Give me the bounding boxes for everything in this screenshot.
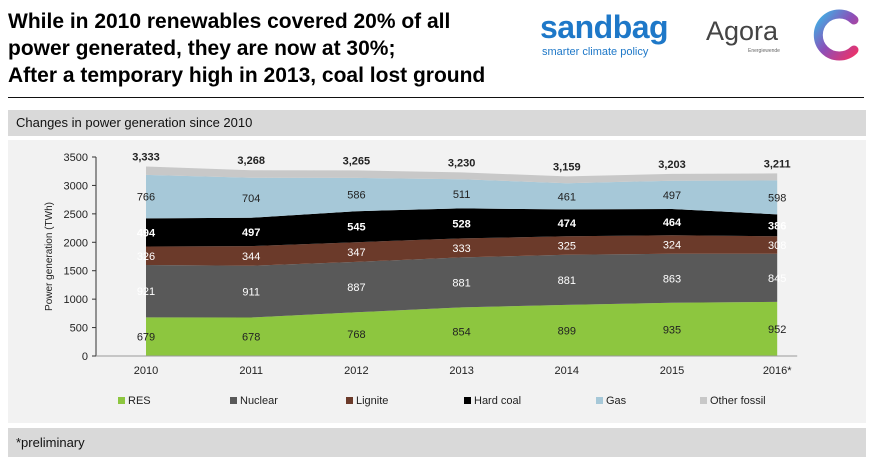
legend-swatch-lignite <box>346 397 353 404</box>
data-label-gas: 598 <box>768 192 786 204</box>
agora-logo: Agora Energiewende <box>706 8 866 62</box>
headline-line-1: While in 2010 renewables covered 20% of … <box>8 10 451 33</box>
data-label-nuclear: 887 <box>347 282 365 294</box>
data-label-nuclear: 863 <box>663 273 681 285</box>
sandbag-logo-word: sandbag <box>540 9 669 45</box>
data-label-nuclear: 881 <box>558 275 576 287</box>
agora-logo-word: Agora <box>706 16 779 46</box>
agora-ring-icon <box>813 9 859 61</box>
data-label-res: 678 <box>242 332 260 344</box>
data-label-gas: 704 <box>242 193 260 205</box>
y-tick-label: 3500 <box>64 152 88 164</box>
total-label: 3,203 <box>658 159 686 171</box>
legend-label-other-fossil: Other fossil <box>710 395 766 407</box>
legend-swatch-gas <box>596 397 603 404</box>
data-label-res: 952 <box>768 324 786 336</box>
area-hard-coal <box>146 208 778 247</box>
x-tick-label: 2015 <box>660 365 684 377</box>
data-label-nuclear: 911 <box>242 287 260 299</box>
y-tick-label: 3000 <box>64 180 88 192</box>
data-label-gas: 461 <box>558 191 576 203</box>
agora-logo-subtitle: Energiewende <box>748 48 780 54</box>
footnote: *preliminary <box>16 435 85 450</box>
legend-label-hard-coal: Hard coal <box>474 395 521 407</box>
data-label-lignite: 347 <box>347 247 365 259</box>
data-label-lignite: 344 <box>242 251 260 263</box>
data-label-res: 679 <box>137 332 155 344</box>
total-label: 3,265 <box>343 155 371 167</box>
data-label-gas: 586 <box>347 190 365 202</box>
y-tick-label: 1000 <box>64 294 88 306</box>
data-label-hard-coal: 386 <box>768 220 786 232</box>
x-tick-label: 2012 <box>344 365 368 377</box>
data-label-hard-coal: 464 <box>663 217 682 229</box>
data-label-res: 854 <box>452 327 470 339</box>
footnote-bar: *preliminary <box>8 428 866 457</box>
total-label: 3,268 <box>237 155 265 167</box>
data-label-lignite: 324 <box>663 240 681 252</box>
stacked-area-chart: 0 500 1000 1500 2000 2500 3000 3500 Power genera… <box>44 151 798 407</box>
data-label-hard-coal: 494 <box>137 227 156 239</box>
data-label-res: 899 <box>558 325 576 337</box>
sandbag-logo-tagline: smarter climate policy <box>542 46 649 58</box>
data-label-gas: 766 <box>137 192 155 204</box>
area-other-fossil <box>146 166 778 184</box>
chart-panel-title: Changes in power generation since 2010 <box>16 115 253 130</box>
headline: While in 2010 renewables covered 20% of … <box>8 8 528 89</box>
y-tick-label: 2500 <box>64 209 88 221</box>
chart-panel-header: Changes in power generation since 2010 <box>8 110 866 136</box>
area-nuclear <box>146 253 778 318</box>
total-label: 3,230 <box>448 157 476 169</box>
x-tick-label: 2013 <box>449 365 473 377</box>
x-tick-label: 2011 <box>239 365 263 377</box>
data-label-lignite: 308 <box>768 240 786 252</box>
y-tick-label: 500 <box>70 323 88 335</box>
total-label: 3,159 <box>553 161 581 173</box>
area-lignite <box>146 235 778 266</box>
legend-swatch-nuclear <box>230 397 237 404</box>
data-label-nuclear: 845 <box>768 273 786 285</box>
data-label-lignite: 325 <box>558 241 576 253</box>
data-label-res: 935 <box>663 324 681 336</box>
x-tick-label: 2016* <box>763 365 792 377</box>
y-axis-title: Power generation (TWh) <box>44 202 55 311</box>
y-tick-label: 0 <box>82 351 88 363</box>
legend-swatch-other-fossil <box>700 397 707 404</box>
header-divider <box>8 97 864 98</box>
data-label-hard-coal: 528 <box>452 218 470 230</box>
data-label-hard-coal: 497 <box>242 227 260 239</box>
data-label-gas: 511 <box>453 189 471 201</box>
legend-label-lignite: Lignite <box>356 395 388 407</box>
x-tick-label: 2014 <box>555 365 579 377</box>
y-tick-label: 2000 <box>64 237 88 249</box>
data-label-res: 768 <box>347 329 365 341</box>
area-gas <box>146 174 778 219</box>
headline-line-2: power generated, they are now at 30%; <box>8 37 396 60</box>
legend-label-nuclear: Nuclear <box>240 395 278 407</box>
data-label-nuclear: 921 <box>137 286 155 298</box>
legend-label-gas: Gas <box>606 395 627 407</box>
data-label-lignite: 333 <box>452 243 470 255</box>
legend-swatch-hard-coal <box>464 397 471 404</box>
sandbag-logo: sandbag smarter climate policy <box>540 10 690 60</box>
data-label-hard-coal: 545 <box>347 222 365 234</box>
total-label: 3,333 <box>132 151 160 163</box>
y-tick-label: 1500 <box>64 266 88 278</box>
x-tick-label: 2010 <box>134 365 158 377</box>
data-label-hard-coal: 474 <box>558 218 577 230</box>
data-label-lignite: 326 <box>137 251 155 263</box>
headline-line-3: After a temporary high in 2013, coal los… <box>8 64 486 87</box>
legend-label-res: RES <box>128 395 151 407</box>
data-label-nuclear: 881 <box>452 277 470 289</box>
legend-swatch-res <box>118 397 125 404</box>
area-res <box>146 301 778 356</box>
total-label: 3,211 <box>764 158 791 170</box>
data-label-gas: 497 <box>663 190 681 202</box>
